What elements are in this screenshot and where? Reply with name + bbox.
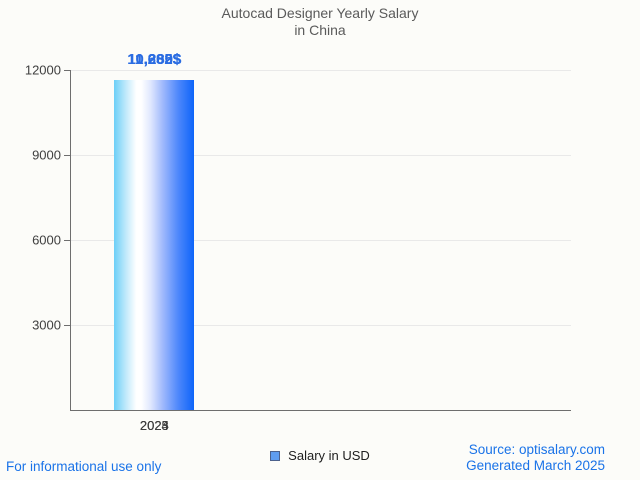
chart-title-line2: in China bbox=[294, 22, 346, 38]
y-axis-label: 6000 bbox=[32, 232, 61, 248]
source-link[interactable]: Source: optisalary.com bbox=[468, 442, 605, 457]
y-axis-tick bbox=[64, 155, 71, 156]
value-label-2023: 10,280$ bbox=[127, 51, 182, 68]
value-label-2024: 11,205$ bbox=[127, 51, 182, 68]
disclaimer-text: For informational use only bbox=[6, 459, 162, 474]
x-axis-label-2024: 2024 bbox=[139, 418, 169, 433]
gridline-6000 bbox=[71, 240, 571, 241]
plot-area: 3000 6000 9000 12000 10,280$ 2023 11,205… bbox=[25, 51, 571, 433]
y-axis-label: 9000 bbox=[32, 147, 61, 163]
legend-label: Salary in USD bbox=[288, 448, 370, 463]
value-label-2025: 11,632$ bbox=[127, 51, 182, 68]
generated-date: Generated March 2025 bbox=[466, 458, 605, 473]
y-axis-label: 12000 bbox=[24, 62, 61, 78]
source-block: Source: optisalary.com Generated March 2… bbox=[466, 442, 605, 474]
bar-2025[interactable] bbox=[114, 80, 195, 410]
y-axis-tick bbox=[64, 70, 71, 71]
gridline-3000 bbox=[71, 325, 571, 326]
chart-title-line1: Autocad Designer Yearly Salary bbox=[221, 5, 419, 21]
y-axis-label: 3000 bbox=[32, 317, 61, 333]
y-axis-tick bbox=[64, 240, 71, 241]
x-axis-label-2023: 2023 bbox=[139, 418, 169, 433]
bar-group-2025: 11,632$ 2025 bbox=[71, 51, 238, 433]
gridline-12000 bbox=[71, 70, 571, 71]
chart-title: Autocad Designer Yearly Salary in China bbox=[0, 5, 640, 39]
legend-swatch-icon bbox=[270, 450, 281, 461]
x-axis-label-2025: 2025 bbox=[139, 418, 169, 433]
legend: Salary in USD bbox=[70, 448, 570, 463]
gridline-9000 bbox=[71, 155, 571, 156]
y-axis-tick bbox=[64, 325, 71, 326]
